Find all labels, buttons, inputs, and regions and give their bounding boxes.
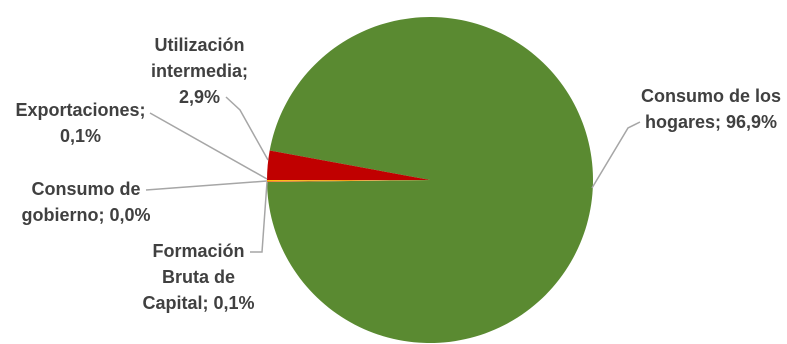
- pie-slices: [266, 17, 593, 344]
- leader-line-utilizacion-intermedia: [225, 96, 269, 161]
- data-label-consumo-de-gobierno: Consumo de gobierno; 0,0%: [21, 179, 151, 225]
- data-label-exportaciones: Exportaciones; 0,1%: [15, 100, 146, 146]
- leader-line-exportaciones: [149, 112, 268, 180]
- data-label-consumo-de-los-hogares: Consumo de los hogares; 96,9%: [640, 86, 781, 132]
- data-label-formacion-bruta-de-capital: Formación Bruta de Capital; 0,1%: [142, 241, 255, 313]
- leader-line-consumo-de-gobierno: [145, 180, 268, 191]
- pie-slice-consumo-de-los-hogares: [267, 17, 593, 344]
- data-label-utilizacion-intermedia: Utilización intermedia; 2,9%: [150, 35, 249, 107]
- pie-slice-exportaciones: [266, 180, 430, 182]
- pie-slice-formacion-bruta-de-capital: [267, 180, 430, 183]
- pie-slice-utilizacion-intermedia: [267, 150, 430, 180]
- leader-line-consumo-de-los-hogares: [591, 121, 641, 189]
- leader-line-formacion-bruta-de-capital: [250, 181, 268, 253]
